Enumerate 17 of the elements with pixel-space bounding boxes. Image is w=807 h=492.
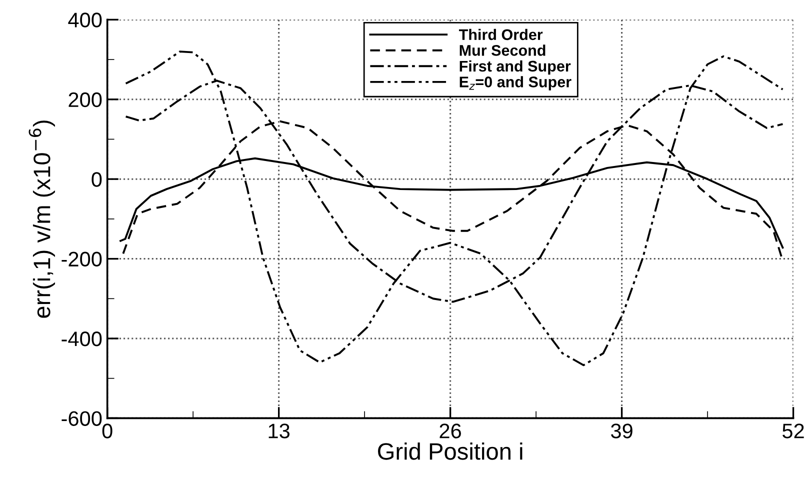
- y-tick-label: 200: [68, 92, 102, 108]
- y-tick-label: -200: [62, 252, 102, 267]
- x-tick-label: 13: [268, 424, 290, 438]
- x-tick-label: 26: [440, 424, 461, 438]
- legend-label: Mur Second: [460, 44, 546, 56]
- x-tick-label: 0: [102, 424, 112, 438]
- x-axis-title: Grid Position i: [378, 442, 522, 460]
- x-tick-label: 52: [782, 424, 804, 438]
- y-tick-label: -400: [62, 331, 102, 346]
- y-axis-title: err(i,1) v/m (x10$^{−6}$): [28, 120, 55, 318]
- x-tick-label: 39: [611, 424, 632, 438]
- legend-label: Third Order: [458, 28, 543, 40]
- legend-label: E$_{z}$=0 and Super: [460, 76, 572, 90]
- y-tick-label: 400: [68, 12, 102, 28]
- y-tick-label: 0: [92, 172, 102, 187]
- y-tick-label: -600: [62, 411, 102, 426]
- legend-label: First and Super: [460, 60, 571, 75]
